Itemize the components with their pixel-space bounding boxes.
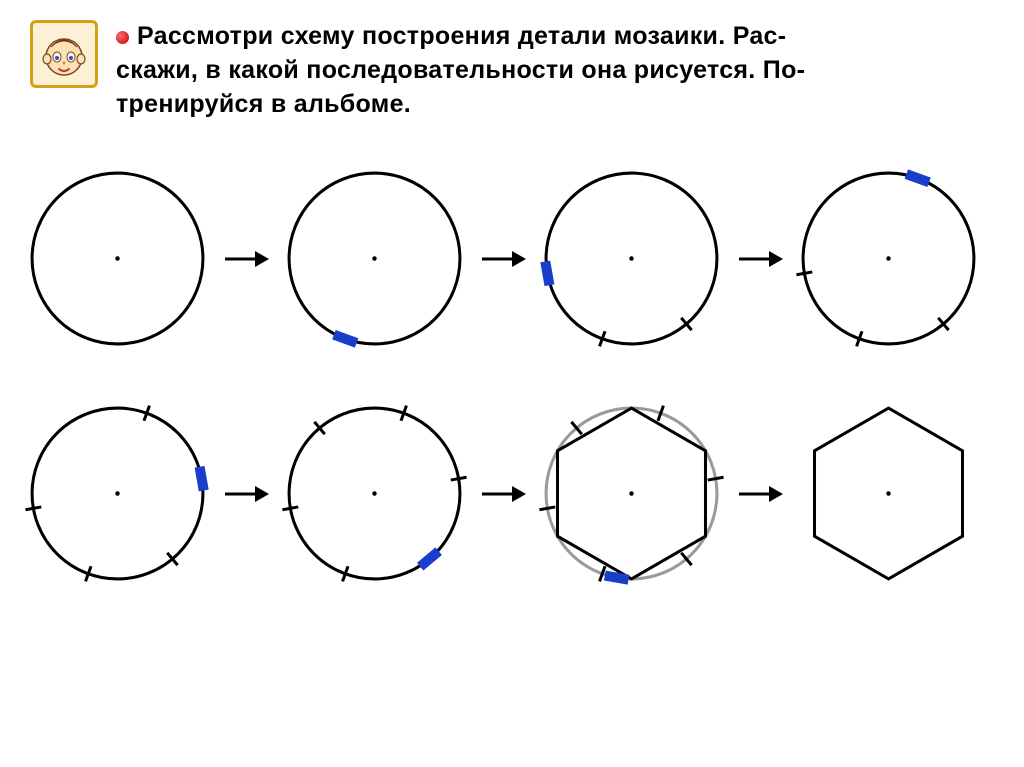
- diagram-row-2: [20, 396, 1004, 591]
- diagram-step: [791, 161, 986, 356]
- arrow-icon: [223, 479, 269, 509]
- diagram-step: [20, 396, 215, 591]
- diagram-step: [534, 161, 729, 356]
- arrow-icon: [480, 479, 526, 509]
- arrow-icon: [480, 244, 526, 274]
- bullet-icon: [116, 31, 129, 44]
- text-line-1: Рассмотри схему построения детали мозаик…: [137, 22, 786, 50]
- diagram-step: [277, 396, 472, 591]
- header: Рассмотри схему построения детали мозаик…: [0, 0, 1024, 131]
- arrow-icon: [223, 244, 269, 274]
- arrow-icon: [737, 244, 783, 274]
- diagram-row-1: [20, 161, 1004, 356]
- diagram-area: [0, 131, 1024, 591]
- text-line-2: скажи, в какой последовательности она ри…: [116, 56, 805, 84]
- diagram-step: [534, 396, 729, 591]
- instruction-text: Рассмотри схему построения детали мозаик…: [116, 20, 984, 121]
- text-line-3: тренируйся в альбоме.: [116, 90, 411, 118]
- diagram-step: [20, 161, 215, 356]
- diagram-step: [791, 396, 986, 591]
- arrow-icon: [737, 479, 783, 509]
- diagram-step: [277, 161, 472, 356]
- avatar-icon: [30, 20, 98, 88]
